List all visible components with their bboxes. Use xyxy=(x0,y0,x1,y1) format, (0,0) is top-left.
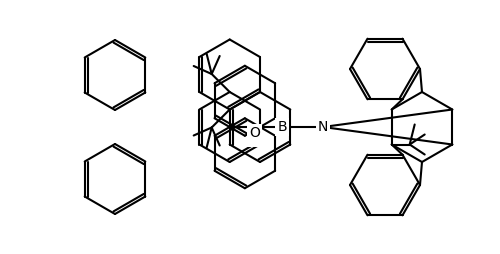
Text: B: B xyxy=(278,120,287,134)
Text: O: O xyxy=(249,126,260,140)
Text: O: O xyxy=(249,131,260,145)
Text: N: N xyxy=(318,120,328,134)
